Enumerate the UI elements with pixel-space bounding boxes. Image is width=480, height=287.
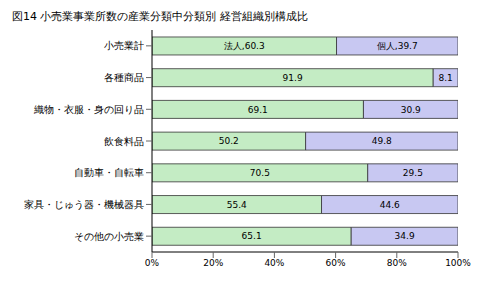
svg-text:個人,39.7: 個人,39.7 bbox=[377, 41, 418, 51]
svg-text:自動車・自転車: 自動車・自転車 bbox=[74, 167, 144, 178]
svg-text:40%: 40% bbox=[264, 258, 284, 268]
svg-text:100%: 100% bbox=[445, 258, 471, 268]
svg-text:70.5: 70.5 bbox=[250, 168, 270, 178]
svg-text:91.9: 91.9 bbox=[283, 73, 303, 83]
svg-text:80%: 80% bbox=[387, 258, 407, 268]
svg-text:65.1: 65.1 bbox=[242, 231, 262, 241]
svg-text:60%: 60% bbox=[326, 258, 346, 268]
svg-text:織物・衣服・身の回り品: 織物・衣服・身の回り品 bbox=[33, 104, 144, 115]
svg-text:30.9: 30.9 bbox=[401, 105, 421, 115]
svg-text:49.8: 49.8 bbox=[372, 136, 392, 146]
svg-text:20%: 20% bbox=[203, 258, 223, 268]
svg-text:家具・じゅう器・機械器具: 家具・じゅう器・機械器具 bbox=[24, 199, 144, 210]
svg-text:69.1: 69.1 bbox=[248, 105, 268, 115]
svg-text:50.2: 50.2 bbox=[219, 136, 239, 146]
svg-text:34.9: 34.9 bbox=[395, 231, 415, 241]
html-text:図14 小売業事業所数の産業分類中分類別 経営組織別構成比: 図14 小売業事業所数の産業分類中分類別 経営組織別構成比 bbox=[12, 10, 308, 23]
svg-text:各種商品: 各種商品 bbox=[104, 72, 144, 83]
svg-text:0%: 0% bbox=[145, 258, 160, 268]
svg-text:44.6: 44.6 bbox=[380, 200, 400, 210]
svg-text:55.4: 55.4 bbox=[227, 200, 247, 210]
svg-text:法人,60.3: 法人,60.3 bbox=[224, 41, 265, 51]
svg-text:小売業計: 小売業計 bbox=[104, 40, 144, 51]
svg-text:8.1: 8.1 bbox=[438, 73, 452, 83]
svg-text:飲食料品: 飲食料品 bbox=[104, 136, 144, 147]
svg-text:29.5: 29.5 bbox=[403, 168, 423, 178]
svg-text:その他の小売業: その他の小売業 bbox=[74, 231, 144, 242]
